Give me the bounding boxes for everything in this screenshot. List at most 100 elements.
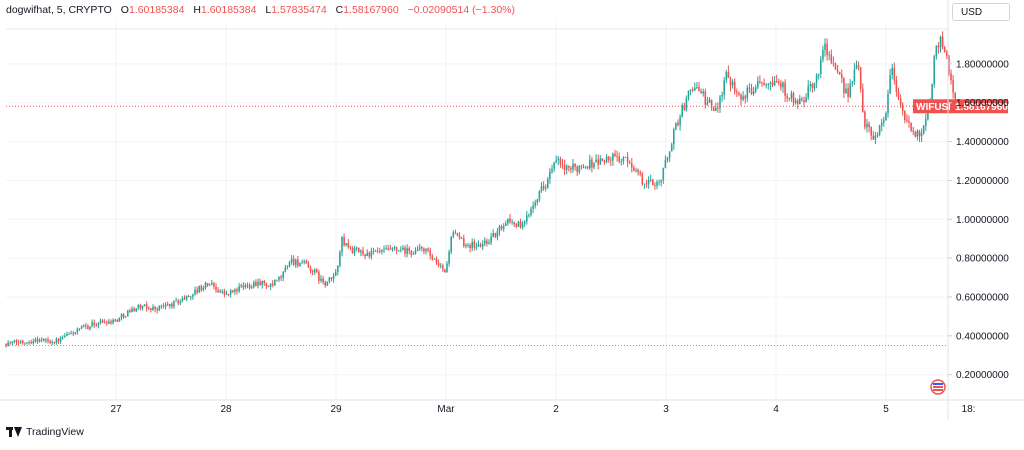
- candle-up: [334, 271, 337, 276]
- candle-up: [660, 179, 662, 182]
- tradingview-logo-icon: [6, 427, 22, 437]
- candle-up: [19, 341, 22, 343]
- candle-up: [523, 221, 526, 224]
- candle-down: [236, 289, 238, 292]
- candle-up: [381, 249, 383, 252]
- candle-up: [286, 266, 289, 268]
- x-tick-label: Mar: [437, 404, 455, 415]
- candle-up: [326, 281, 329, 286]
- candle-down: [908, 120, 910, 123]
- candle-up: [198, 285, 200, 293]
- candle-up: [664, 159, 667, 168]
- candle-down: [469, 244, 471, 249]
- candle-down: [57, 339, 60, 342]
- y-tick-label: 1.00000000: [956, 215, 1009, 226]
- candle-up: [799, 98, 801, 105]
- candle-up: [185, 295, 188, 300]
- candle-down: [318, 272, 320, 281]
- candle-down: [427, 248, 429, 251]
- candle-down: [223, 290, 226, 295]
- candle-down: [95, 325, 98, 326]
- candle-up: [112, 319, 114, 324]
- candle-up: [45, 339, 47, 341]
- candle-down: [30, 341, 32, 344]
- currency-button[interactable]: USD: [952, 3, 1010, 21]
- candle-up: [158, 306, 161, 311]
- candle-down: [542, 186, 545, 189]
- candle-up: [181, 298, 184, 302]
- symbol-label: dogwifhat, 5, CRYPTO: [6, 4, 112, 16]
- candle-up: [584, 166, 587, 168]
- candle-down: [242, 285, 245, 288]
- candle-up: [366, 252, 368, 257]
- candle-down: [166, 304, 169, 306]
- x-tick-label: 18:: [962, 404, 976, 415]
- candle-up: [131, 308, 133, 313]
- candle-up: [889, 74, 891, 94]
- candle-down: [456, 233, 459, 236]
- candle-down: [943, 47, 946, 53]
- candle-down: [162, 305, 165, 307]
- footer-branding[interactable]: TradingView: [6, 426, 84, 438]
- candle-up: [752, 91, 755, 95]
- candle-down: [786, 96, 788, 99]
- candle-up: [534, 202, 536, 206]
- candle-down: [454, 232, 457, 234]
- candle-down: [893, 67, 896, 80]
- candle-up: [643, 183, 646, 185]
- y-tick-label: 0.20000000: [956, 370, 1009, 381]
- candle-up: [225, 293, 228, 295]
- candle-up: [383, 248, 385, 250]
- candle-up: [706, 102, 709, 105]
- candle-up: [824, 43, 826, 51]
- candle-up: [68, 334, 70, 335]
- candle-down: [864, 111, 866, 128]
- candle-down: [196, 289, 198, 293]
- candle-down: [486, 240, 488, 244]
- candle-down: [603, 160, 606, 163]
- candle-up: [689, 89, 692, 91]
- candle-down: [387, 248, 389, 249]
- candle-down: [591, 159, 593, 168]
- candle-down: [559, 158, 562, 165]
- candle-down: [316, 269, 318, 273]
- candle-down: [435, 258, 438, 264]
- candle-down: [586, 166, 589, 169]
- candle-down: [712, 107, 715, 112]
- candle-down: [351, 247, 354, 254]
- candle-up: [173, 300, 175, 307]
- candle-up: [208, 284, 211, 286]
- candle-up: [313, 269, 316, 273]
- candle-up: [544, 187, 547, 189]
- candle-down: [148, 308, 150, 310]
- candle-down: [114, 319, 116, 321]
- candle-down: [280, 276, 282, 278]
- candle-down: [717, 107, 719, 109]
- candle-up: [345, 243, 347, 246]
- candle-down: [177, 300, 179, 304]
- candle-up: [502, 225, 505, 229]
- candle-up: [446, 263, 448, 273]
- candle-down: [479, 244, 482, 247]
- candle-down: [187, 295, 190, 297]
- candle-down: [255, 282, 257, 286]
- candle-down: [750, 87, 753, 95]
- candle-down: [297, 259, 299, 266]
- candle-down: [442, 265, 444, 270]
- candle-down: [576, 166, 578, 172]
- candle-down: [733, 81, 736, 92]
- candle-down: [563, 165, 566, 170]
- candle-up: [702, 91, 704, 94]
- candle-up: [211, 283, 213, 285]
- candle-up: [817, 73, 820, 75]
- candle-down: [607, 156, 610, 160]
- candle-down: [389, 248, 392, 250]
- candle-down: [183, 298, 186, 300]
- candle-up: [61, 336, 64, 338]
- candle-up: [141, 305, 144, 309]
- candle-up: [38, 340, 41, 342]
- candle-up: [488, 242, 490, 244]
- candle-down: [862, 88, 864, 112]
- candle-up: [341, 237, 343, 253]
